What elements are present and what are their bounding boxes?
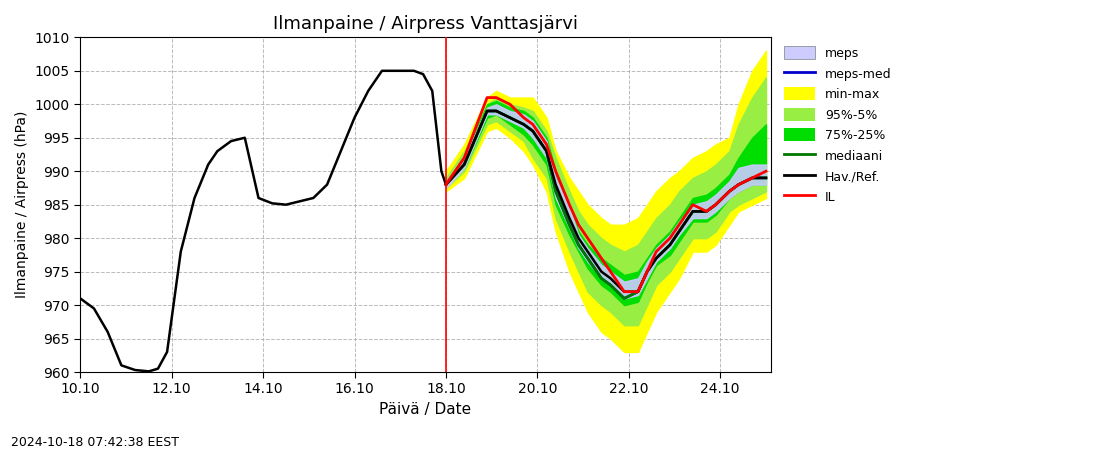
X-axis label: Päivä / Date: Päivä / Date <box>379 402 472 417</box>
Legend: meps, meps-med, min-max, 95%-5%, 75%-25%, mediaani, Hav./Ref., IL: meps, meps-med, min-max, 95%-5%, 75%-25%… <box>778 40 898 210</box>
Y-axis label: Ilmanpaine / Airpress (hPa): Ilmanpaine / Airpress (hPa) <box>15 111 29 298</box>
Title: Ilmanpaine / Airpress Vanttasjärvi: Ilmanpaine / Airpress Vanttasjärvi <box>273 15 578 33</box>
Text: 2024-10-18 07:42:38 EEST: 2024-10-18 07:42:38 EEST <box>11 436 179 449</box>
